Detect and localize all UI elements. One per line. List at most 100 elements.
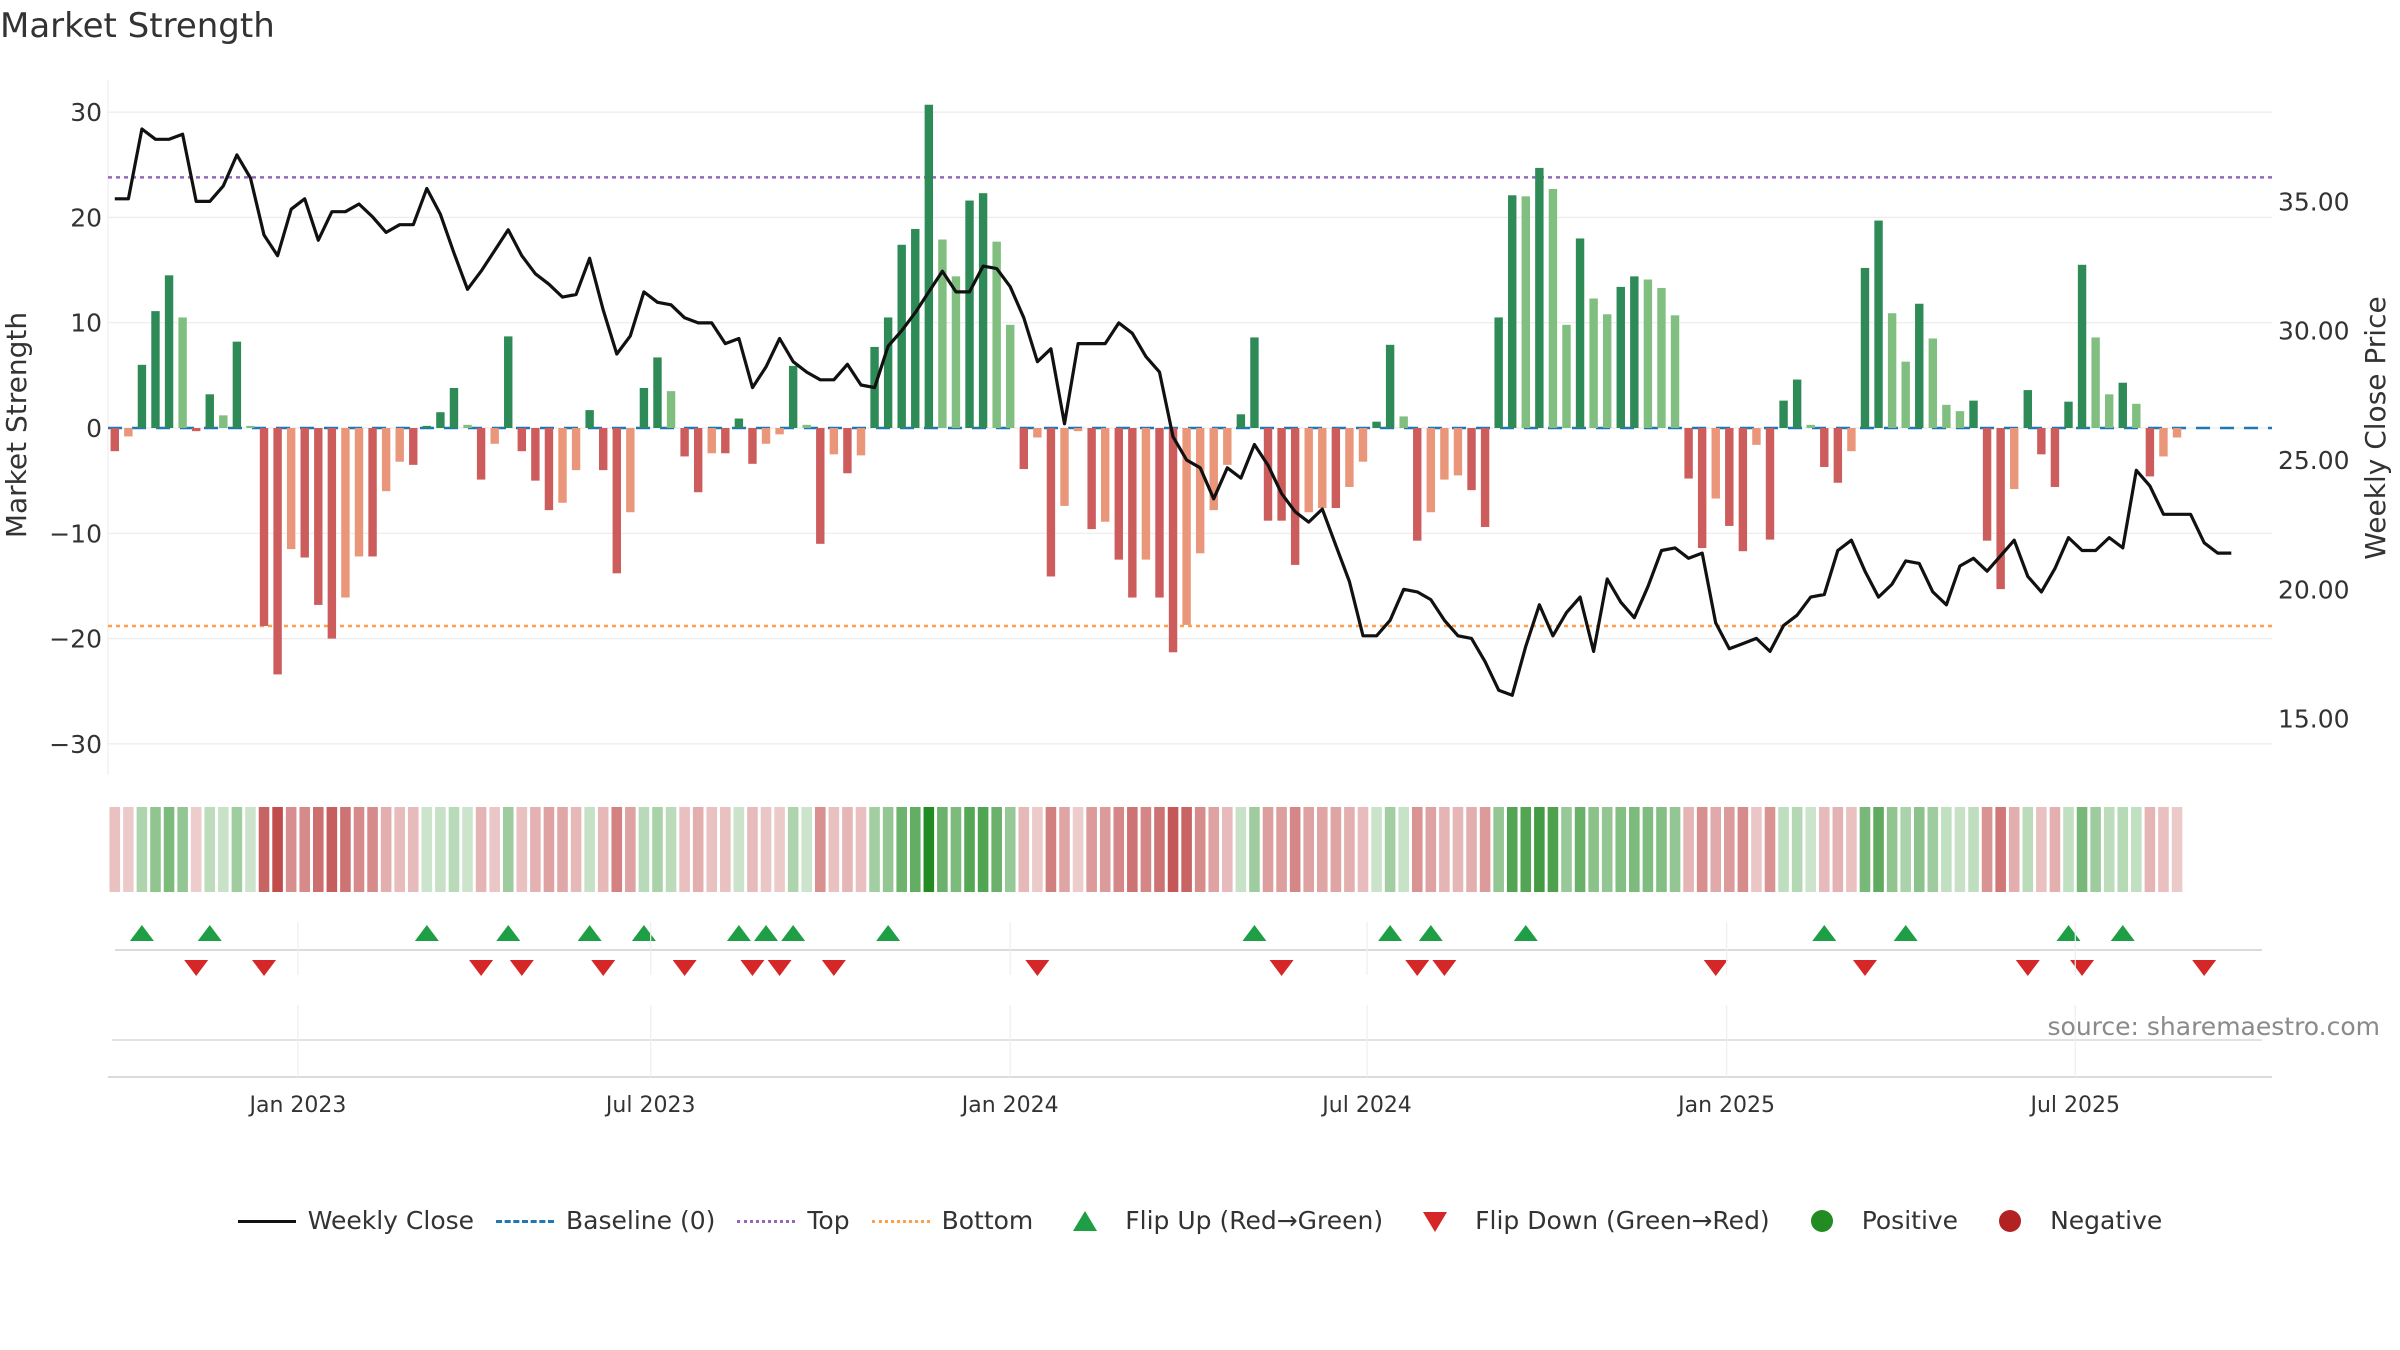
strength-strip-cell — [747, 807, 758, 892]
strength-bar — [1046, 428, 1056, 577]
strength-bar — [721, 428, 730, 454]
strength-strip-cell — [489, 807, 500, 892]
strength-bar — [1602, 314, 1612, 428]
strength-bar — [843, 428, 852, 474]
y-tick-label: 30 — [70, 98, 102, 127]
strength-strip-cell — [692, 807, 704, 892]
strength-bar — [897, 244, 906, 428]
strength-bar — [612, 428, 621, 574]
strength-strip-cell — [1656, 807, 1667, 892]
flip-up-marker — [496, 925, 521, 941]
strength-strip-cell — [1791, 807, 1803, 892]
flip-down-marker — [767, 960, 792, 976]
strength-strip-cell — [1018, 807, 1030, 892]
strength-strip-cell — [1846, 807, 1857, 892]
strength-bar — [1969, 400, 1978, 428]
strength-bar — [1670, 315, 1680, 428]
strength-bar — [1250, 337, 1259, 428]
strength-bar — [802, 424, 811, 428]
strength-strip-cell — [1859, 807, 1871, 892]
strength-strip-cell — [1344, 807, 1355, 892]
strength-strip-cell — [557, 807, 568, 892]
strength-strip-cell — [190, 807, 202, 892]
strength-bar — [1426, 428, 1436, 513]
strength-strip-cell — [1208, 807, 1220, 892]
strength-bar — [1752, 428, 1761, 445]
y2-tick-label: 35.00 — [2278, 187, 2350, 216]
strength-strip-cell — [1873, 807, 1884, 892]
strength-bar — [409, 428, 418, 465]
legend-label: Negative — [2050, 1206, 2163, 1235]
strength-strip-cell — [1398, 807, 1409, 892]
strength-bar — [1087, 428, 1096, 530]
strength-bar — [1887, 313, 1897, 428]
strength-bar — [1630, 276, 1639, 428]
strength-bar — [1738, 428, 1748, 552]
weekly-close-series — [114, 127, 2232, 697]
strength-strip-cell — [2076, 807, 2088, 892]
legend-label: Flip Down (Green→Red) — [1475, 1206, 1770, 1235]
strength-strip-cell — [842, 807, 853, 892]
strength-bar — [1589, 298, 1598, 428]
strength-bar — [517, 428, 527, 452]
x-tick-label: Jan 2023 — [247, 1093, 346, 1118]
axis-ticks: 30 20 10 0 −10 −20 −30 35.00 30.00 25.00 20.00 15.0… — [49, 98, 2349, 759]
strength-bar — [1725, 428, 1734, 526]
dotted-line-icon — [871, 1209, 930, 1233]
strength-bar — [1345, 428, 1354, 487]
strength-strip-cell — [1818, 807, 1830, 892]
flip-down-marker — [821, 960, 846, 976]
strength-bar — [1942, 404, 1951, 428]
strength-bar — [1019, 428, 1029, 470]
strength-bar — [1209, 428, 1218, 511]
strength-strip-cell — [1032, 807, 1043, 892]
strength-strip-cell — [1479, 807, 1491, 892]
strength-strip-cell — [462, 807, 473, 892]
dotted-line-icon — [737, 1209, 796, 1233]
strength-bar — [965, 200, 974, 428]
strength-bar — [2064, 401, 2073, 428]
strength-strip-cell — [407, 807, 419, 892]
strength-bar — [816, 428, 825, 544]
strength-strip-cell — [1439, 807, 1450, 892]
flip-down-marker — [2192, 960, 2217, 976]
strength-strip-cell — [502, 807, 514, 892]
x-tick-label: Jan 2025 — [1676, 1093, 1775, 1118]
flip-up-marker — [2110, 925, 2135, 941]
strength-strip-cell — [1588, 807, 1599, 892]
x-tick-label: Jul 2025 — [2029, 1093, 2121, 1118]
flip-up-marker — [197, 925, 222, 941]
strength-bar — [2050, 428, 2060, 487]
flip-up-marker — [1513, 925, 1538, 941]
strength-strip-cell — [2036, 807, 2047, 892]
strength-strip-cell — [218, 807, 229, 892]
strength-strip-cell — [2158, 807, 2169, 892]
strength-bar — [232, 341, 242, 428]
strength-strip-cell — [1941, 807, 1952, 892]
strength-bar — [938, 239, 947, 428]
strength-bar — [1915, 303, 1924, 428]
strength-strip-cell — [1222, 807, 1233, 892]
strength-strip-cell — [733, 807, 745, 892]
strength-bar — [924, 104, 934, 428]
strength-bar — [599, 428, 608, 471]
strength-strip-cell — [1004, 807, 1016, 892]
strength-bar — [463, 424, 472, 428]
flip-down-marker — [591, 960, 616, 976]
flip-up-marker — [129, 925, 154, 941]
strength-bar — [2104, 394, 2114, 428]
chart-title: Market Strength — [0, 6, 275, 46]
strength-bar — [368, 428, 377, 557]
strength-strip-cell — [720, 807, 731, 892]
strength-bar — [1182, 428, 1191, 625]
strength-strip-cell — [435, 807, 446, 892]
strength-strip-cell — [665, 807, 677, 892]
strength-bar — [1168, 428, 1178, 653]
strength-bar — [856, 428, 866, 456]
strength-bar — [1697, 428, 1707, 549]
strength-bar — [1847, 428, 1856, 452]
strength-strip-cell — [1493, 807, 1504, 892]
flip-down-marker — [1025, 960, 1050, 976]
strength-strip-cell — [1601, 807, 1613, 892]
strength-bar — [775, 428, 784, 435]
